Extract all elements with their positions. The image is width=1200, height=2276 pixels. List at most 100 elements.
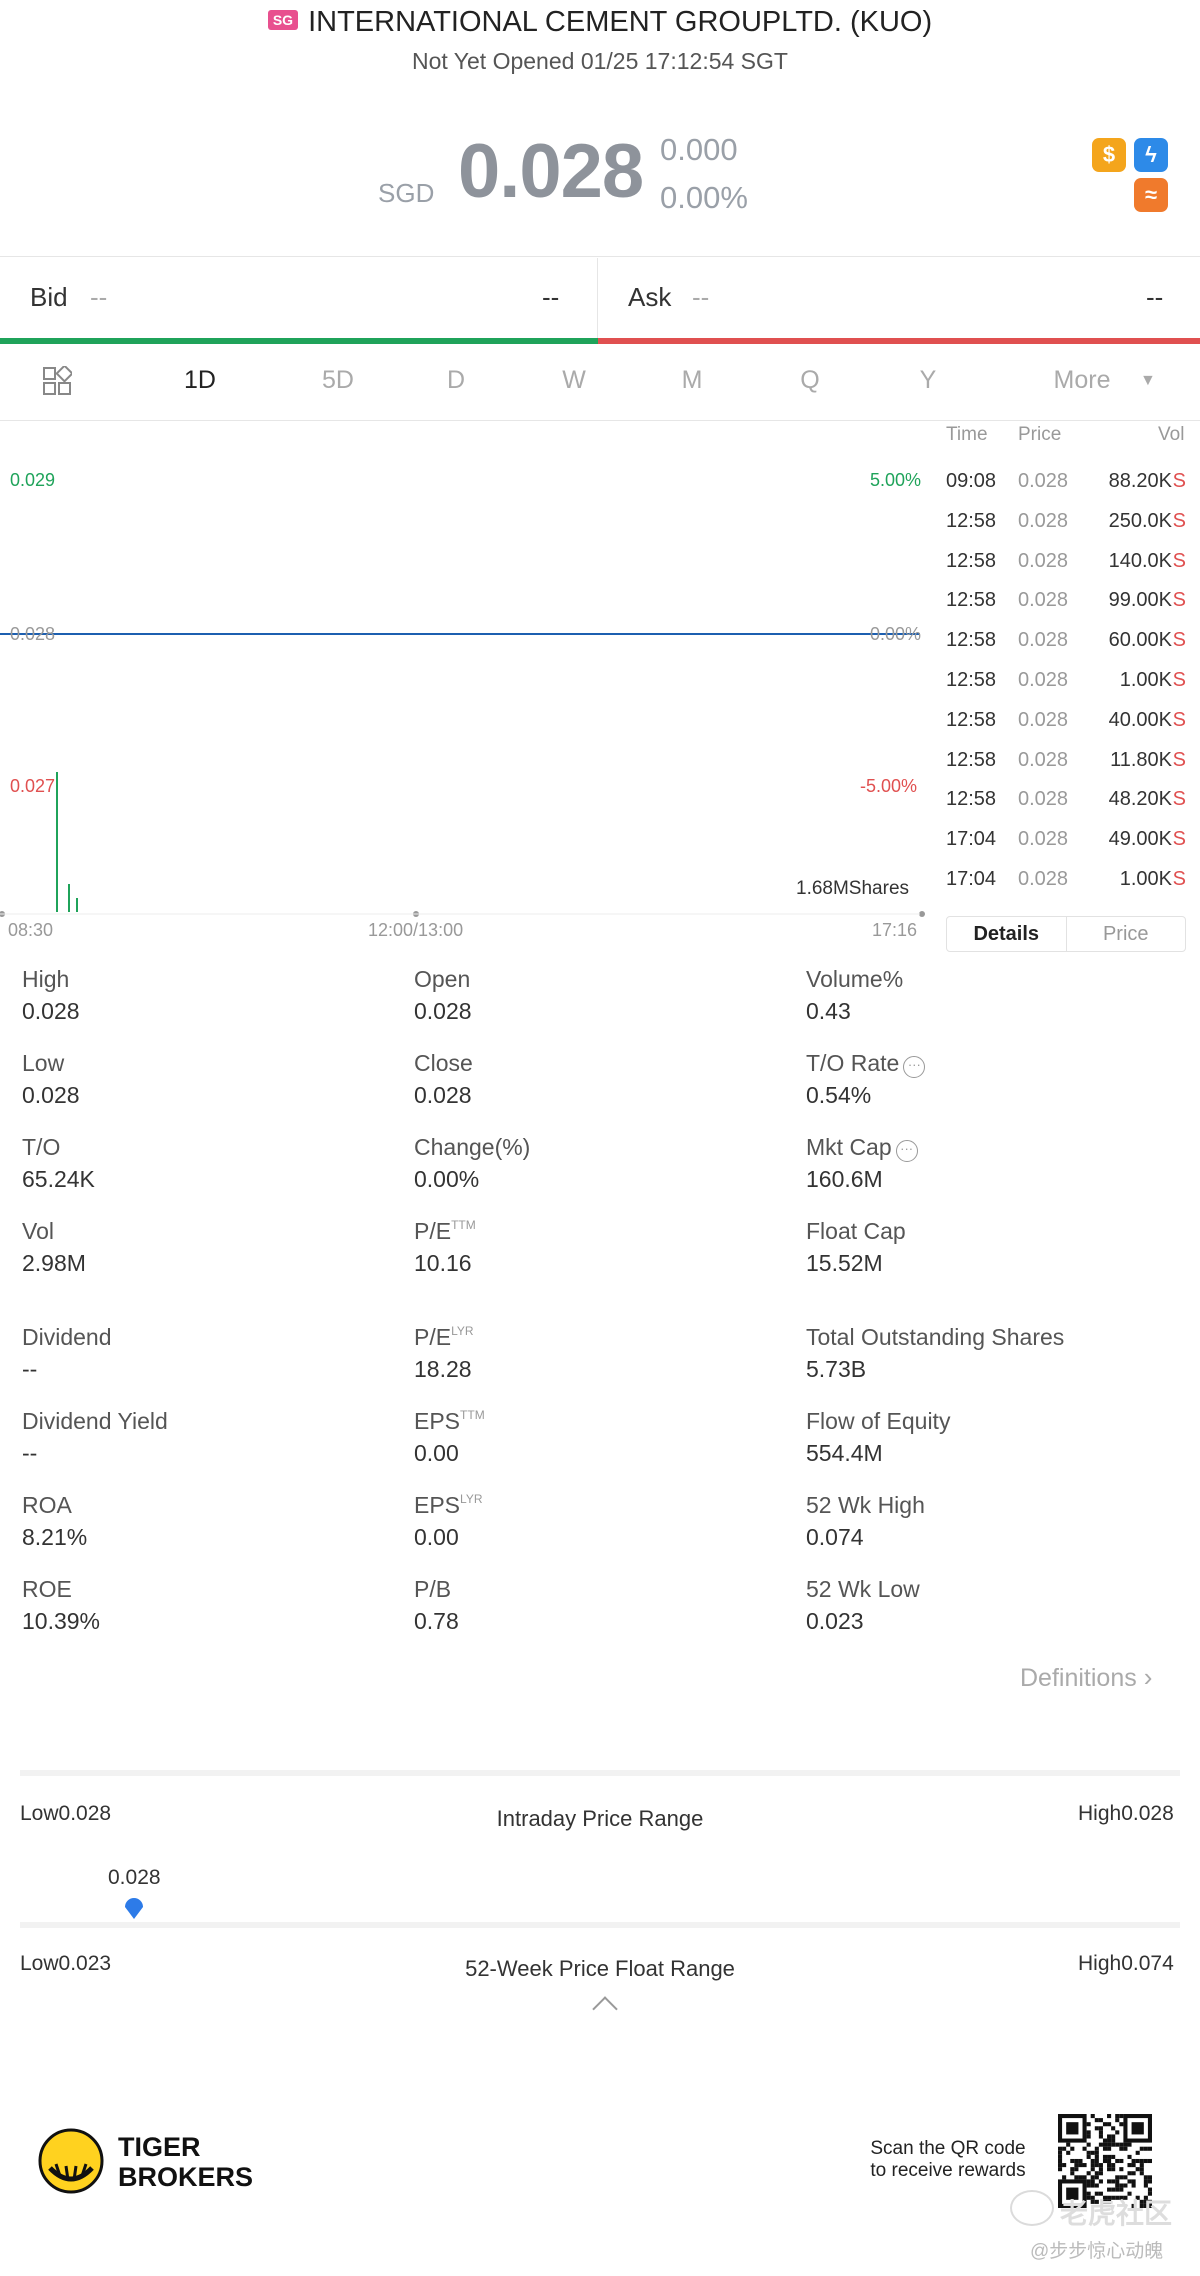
scan-line2: to receive rewards — [870, 2160, 1026, 2181]
qr-module — [1139, 2158, 1144, 2164]
definitions-link[interactable]: Definitions › — [1020, 1662, 1152, 1693]
chart-signal-icon[interactable]: ≈ — [1134, 178, 1168, 212]
qr-module — [1139, 2167, 1144, 2172]
trade-volume: 40.00K — [1108, 708, 1172, 731]
axis-dot — [919, 911, 925, 917]
stat-label: P/ETTM — [414, 1218, 476, 1244]
info-icon[interactable]: ··· — [903, 1056, 926, 1078]
tab-week[interactable]: W — [562, 366, 586, 394]
ask-price: -- — [692, 282, 710, 312]
qr-module — [1135, 2150, 1140, 2155]
chevron-down-icon[interactable]: ▼ — [1140, 372, 1156, 389]
week52-low-label: Low — [20, 1952, 59, 1975]
tab-day[interactable]: D — [446, 366, 466, 394]
trade-price: 0.028 — [1018, 509, 1069, 532]
volume-bar — [76, 898, 78, 912]
qr-module — [1090, 2158, 1095, 2164]
qr-module — [1111, 2126, 1116, 2131]
stat-value: 0.028 — [414, 1082, 472, 1108]
qr-module — [1086, 2183, 1091, 2188]
week52-high-label: High — [1078, 1952, 1122, 1975]
qr-module — [1107, 2114, 1112, 2119]
qr-module — [1131, 2183, 1136, 2188]
qr-module — [1058, 2150, 1063, 2155]
stat-label: Dividend — [22, 1324, 112, 1350]
qr-module — [1143, 2158, 1148, 2164]
chat-bubble-icon — [1010, 2190, 1054, 2226]
qr-module — [1094, 2154, 1099, 2159]
qr-module — [1111, 2142, 1116, 2147]
qr-module — [1086, 2130, 1091, 2135]
qr-module — [1119, 2195, 1124, 2200]
qr-module — [1098, 2130, 1103, 2135]
stat-value: -- — [22, 1356, 38, 1382]
tab-1d[interactable]: 1D — [184, 366, 216, 394]
volume-bar — [68, 884, 70, 912]
stat-label: Flow of Equity — [806, 1408, 951, 1434]
divider — [20, 1922, 1180, 1928]
qr-module — [1090, 2114, 1095, 2119]
trade-price: 0.028 — [1018, 748, 1069, 771]
qr-module — [1119, 2114, 1124, 2119]
watermark-primary: 老虎社区 — [1060, 2198, 1173, 2229]
tab-month[interactable]: M — [681, 366, 703, 394]
stat-value: 18.28 — [414, 1356, 472, 1382]
volume-bar — [56, 772, 58, 912]
price-change-pct: 0.00% — [660, 180, 748, 215]
bid-price: -- — [90, 282, 108, 312]
y-right-tick: 0.00% — [870, 624, 922, 644]
chevron-up-icon[interactable] — [592, 1996, 618, 2022]
y-right-tick: -5.00% — [860, 776, 918, 796]
qr-module — [1098, 2171, 1103, 2176]
stat-value: 0.074 — [806, 1524, 864, 1550]
bid-bar — [0, 338, 598, 344]
trade-row: 12:58 0.028 40.00K S — [946, 709, 1186, 739]
qr-module — [1074, 2167, 1079, 2172]
stat-label: T/O Rate ··· — [806, 1050, 926, 1078]
qr-module — [1090, 2195, 1095, 2200]
stat-value: 0.00% — [414, 1166, 480, 1192]
dollar-icon[interactable]: $ — [1092, 138, 1126, 172]
qr-module — [1070, 2167, 1075, 2172]
trades-header-time: Time — [946, 424, 988, 445]
stat-label: Float Cap — [806, 1218, 906, 1244]
stat-label: 52 Wk Low — [806, 1576, 920, 1602]
brand-line2: BROKERS — [118, 2162, 254, 2192]
trade-row: 12:58 0.028 250.0K S — [946, 510, 1186, 540]
info-icon[interactable]: ··· — [895, 1140, 918, 1162]
scan-text: Scan the QR code to receive rewards — [838, 2138, 1058, 2182]
stat-value: -- — [22, 1440, 38, 1466]
tab-price[interactable]: Price — [1102, 923, 1149, 945]
bid-label: Bid — [30, 282, 68, 312]
trade-price: 0.028 — [1018, 549, 1069, 572]
stat-value: 554.4M — [806, 1440, 883, 1466]
qr-module — [1066, 2142, 1071, 2147]
qr-module — [1115, 2175, 1120, 2180]
week52-low-value: 0.023 — [58, 1952, 112, 1975]
qr-module — [1090, 2163, 1095, 2168]
trades-header-vol: Vol — [1158, 424, 1185, 445]
qr-module — [1086, 2150, 1091, 2155]
grid-icon[interactable] — [42, 364, 74, 396]
tab-quarter[interactable]: Q — [800, 366, 820, 394]
stat-label: Change(%) — [414, 1134, 531, 1160]
tab-year[interactable]: Y — [919, 366, 937, 394]
qr-module — [1147, 2191, 1152, 2196]
qr-module — [1094, 2191, 1099, 2196]
qr-module — [1074, 2175, 1079, 2180]
qr-module — [1098, 2118, 1103, 2123]
tab-more[interactable]: More — [1053, 366, 1111, 394]
tab-5d[interactable]: 5D — [322, 366, 354, 394]
qr-module — [1094, 2175, 1099, 2180]
trade-side: S — [1172, 549, 1186, 572]
intraday-chart[interactable] — [0, 422, 940, 942]
qr-module — [1094, 2146, 1099, 2151]
week52-range-title: 52-Week Price Float Range — [465, 1956, 735, 1981]
qr-module — [1119, 2142, 1124, 2147]
brand-line1: TIGER — [118, 2132, 201, 2162]
qr-module — [1127, 2142, 1132, 2147]
flash-icon[interactable]: ϟ — [1134, 138, 1168, 172]
qr-module — [1119, 2158, 1124, 2164]
trade-side: S — [1172, 868, 1186, 890]
tab-details[interactable]: Details — [947, 917, 1067, 951]
